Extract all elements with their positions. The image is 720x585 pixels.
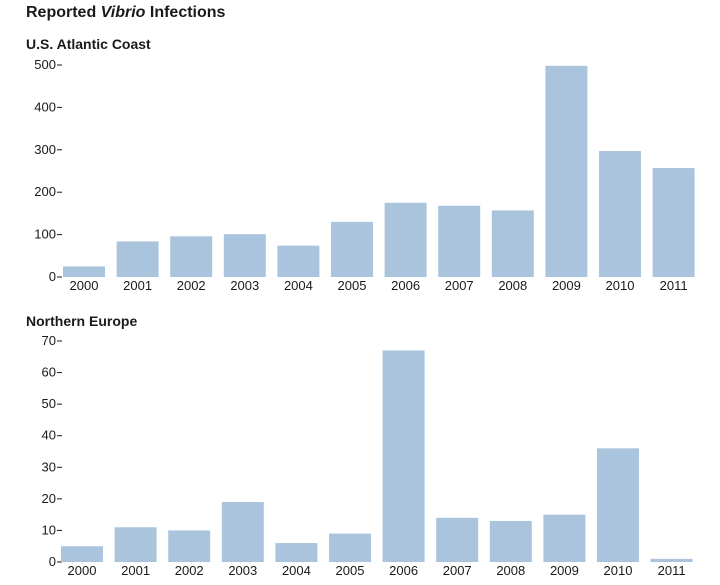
x-tick-label: 2011 xyxy=(660,278,688,293)
bar-europe-2000 xyxy=(61,546,103,562)
bar-europe-2004 xyxy=(275,543,318,562)
x-tick-label: 2001 xyxy=(121,563,150,578)
bar-atlantic-2004 xyxy=(277,245,320,277)
x-tick-label: 2006 xyxy=(389,563,418,578)
bar-europe-2008 xyxy=(489,520,532,562)
bar-europe-2006 xyxy=(382,350,425,562)
bar-europe-2009 xyxy=(543,514,586,562)
bar-europe-2011 xyxy=(650,558,693,562)
x-tick-label: 2002 xyxy=(177,278,206,293)
y-tick-label: 40 xyxy=(42,428,56,443)
y-tick-label: 0 xyxy=(49,269,56,284)
y-tick-label: 60 xyxy=(42,365,56,380)
x-tick-label: 2000 xyxy=(70,278,99,293)
chart-atlantic: 0 100 200 300 400 500 2000 2001 2002 2003 2004 2005… xyxy=(34,57,695,293)
y-tick-label: 500 xyxy=(34,57,56,72)
chart-main-title: Reported Vibrio Infections xyxy=(26,4,225,22)
bar-europe-2005 xyxy=(329,533,371,562)
bar-atlantic-2010 xyxy=(599,151,641,277)
x-tick-label: 2010 xyxy=(604,563,633,578)
y-tick-label: 50 xyxy=(42,396,56,411)
y-tick-label: 20 xyxy=(42,491,56,506)
bar-europe-2007 xyxy=(436,517,479,562)
x-tick-label: 2009 xyxy=(550,563,579,578)
y-tick-label: 400 xyxy=(34,99,56,114)
y-tick-label: 300 xyxy=(34,142,56,157)
bar-europe-2001 xyxy=(114,527,157,562)
bar-atlantic-2000 xyxy=(63,266,105,277)
x-tick-label: 2003 xyxy=(230,278,259,293)
x-tick-label: 2004 xyxy=(282,563,311,578)
y-tick-label: 200 xyxy=(34,184,56,199)
bar-atlantic-2011 xyxy=(652,168,695,277)
chart-europe: 0 10 20 30 40 50 60 70 2000 2001 2002 2003 2004 2005 2… xyxy=(42,333,693,578)
y-tick-label: 0 xyxy=(49,554,56,569)
bar-atlantic-2007 xyxy=(438,205,481,277)
bar-europe-2003 xyxy=(221,502,264,562)
x-tick-label: 2003 xyxy=(228,563,257,578)
x-tick-label: 2006 xyxy=(391,278,420,293)
bar-atlantic-2001 xyxy=(116,241,159,277)
x-tick-label: 2008 xyxy=(498,278,527,293)
x-tick-label: 2005 xyxy=(338,278,367,293)
title-prefix: Reported xyxy=(26,4,101,21)
x-tick-label: 2007 xyxy=(443,563,472,578)
x-tick-label: 2004 xyxy=(284,278,313,293)
x-tick-label: 2008 xyxy=(496,563,525,578)
y-tick-label: 30 xyxy=(42,459,56,474)
x-tick-label: 2000 xyxy=(68,563,97,578)
panel-title-europe: Northern Europe xyxy=(26,313,138,329)
title-suffix: Infections xyxy=(145,4,226,21)
bar-europe-2010 xyxy=(597,448,639,562)
bar-europe-2002 xyxy=(168,530,211,562)
y-tick-label: 70 xyxy=(42,333,56,348)
bar-atlantic-2006 xyxy=(384,202,427,277)
bar-atlantic-2005 xyxy=(331,221,373,277)
y-tick-label: 100 xyxy=(34,227,56,242)
x-tick-label: 2002 xyxy=(175,563,204,578)
x-tick-label: 2001 xyxy=(123,278,152,293)
title-italic: Vibrio xyxy=(100,4,146,21)
x-tick-label: 2005 xyxy=(336,563,365,578)
bar-atlantic-2002 xyxy=(170,236,213,277)
panel-title-atlantic: U.S. Atlantic Coast xyxy=(26,36,151,52)
x-tick-label: 2010 xyxy=(606,278,635,293)
x-tick-label: 2009 xyxy=(552,278,581,293)
bar-atlantic-2003 xyxy=(223,234,266,277)
x-tick-label: 2007 xyxy=(445,278,474,293)
x-tick-label: 2011 xyxy=(658,563,686,578)
bar-atlantic-2009 xyxy=(545,65,588,278)
y-tick-label: 10 xyxy=(42,522,56,537)
bar-atlantic-2008 xyxy=(491,210,534,277)
